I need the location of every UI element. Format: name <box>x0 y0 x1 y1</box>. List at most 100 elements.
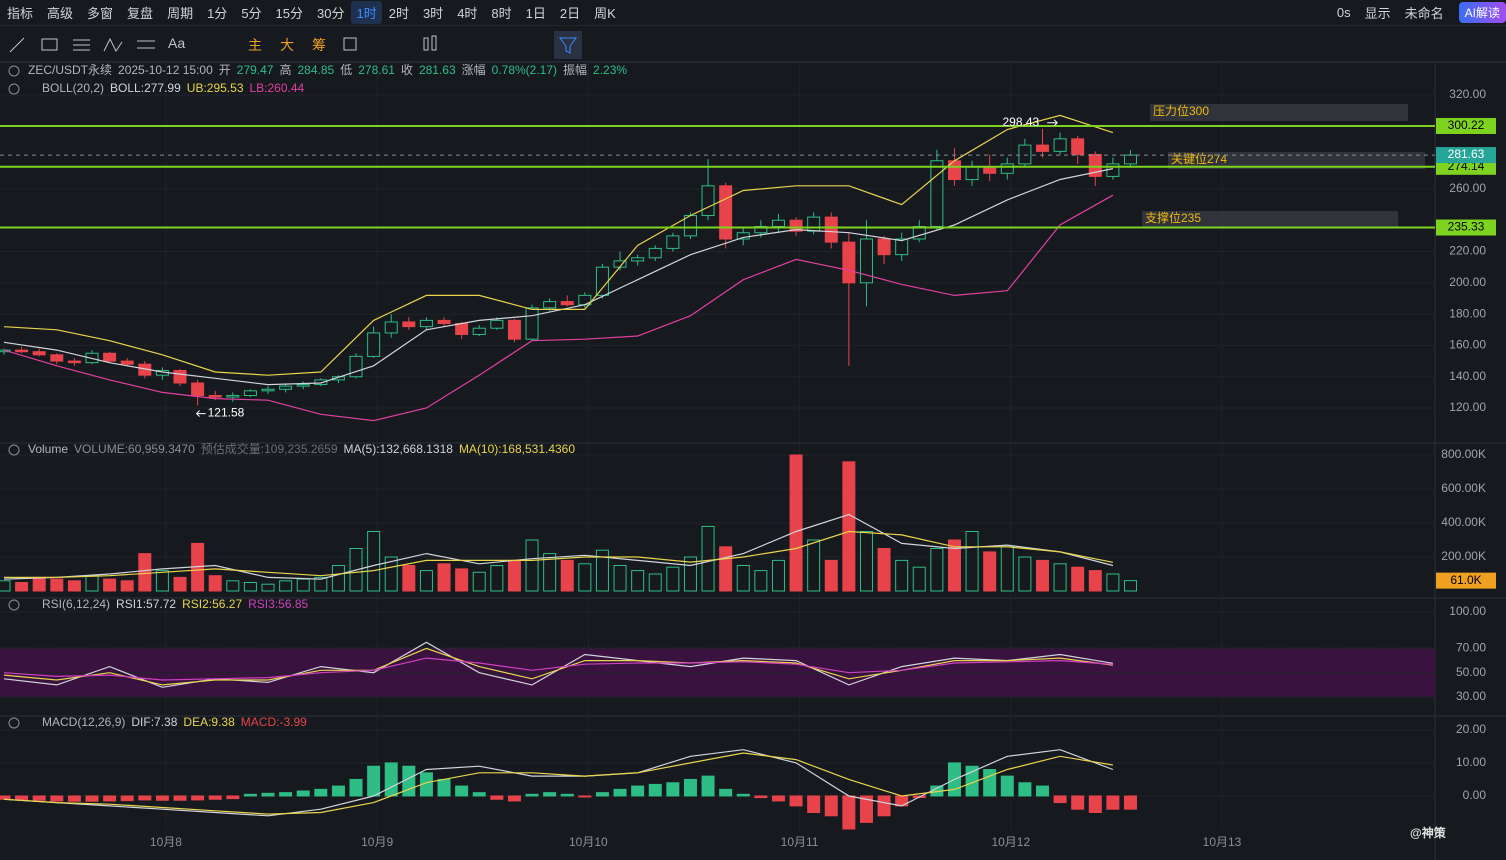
line <box>3 513 1114 580</box>
period-button[interactable]: 8时 <box>491 6 512 21</box>
bar <box>560 793 574 797</box>
toolbar-button[interactable]: 多窗 <box>87 6 114 21</box>
x-tick-label: 10月9 <box>361 835 393 849</box>
y-tick-label: 220.00 <box>1449 244 1486 258</box>
bar <box>947 539 961 592</box>
candle-body <box>983 166 997 174</box>
candle-body <box>1106 163 1120 177</box>
toolbar-button[interactable]: 复盘 <box>127 6 154 21</box>
bar <box>1000 546 1014 592</box>
toolbar-button[interactable]: 显示 <box>1364 6 1391 21</box>
period-button[interactable]: 2日 <box>559 6 581 21</box>
candle-body <box>32 351 46 356</box>
bar <box>1106 795 1120 810</box>
bar <box>543 792 557 797</box>
bar <box>261 792 275 797</box>
legend-text: Volume <box>28 442 68 456</box>
bar <box>754 795 768 799</box>
bar <box>595 792 609 797</box>
period-button[interactable]: 1分 <box>207 6 228 21</box>
candle-body <box>243 390 257 397</box>
bar <box>1053 795 1067 804</box>
toolbar-button[interactable]: 未命名 <box>1404 6 1444 21</box>
line <box>3 114 1114 376</box>
candle-body <box>525 307 539 340</box>
candle-body <box>754 225 768 234</box>
period-button[interactable]: 1时 <box>351 1 382 24</box>
bar <box>261 583 275 592</box>
tool-button[interactable]: Aa <box>168 35 186 51</box>
y-tick-label: 400.00K <box>1441 515 1486 529</box>
candle-body <box>1123 154 1137 165</box>
line <box>3 752 1113 815</box>
period-button[interactable]: 周K <box>594 6 616 21</box>
bar <box>50 795 64 802</box>
bar <box>472 571 486 592</box>
period-button[interactable]: 2时 <box>388 6 409 21</box>
bar <box>648 573 662 592</box>
period-button[interactable]: 5分 <box>241 6 262 21</box>
bar <box>877 547 891 592</box>
y-tick-label: 800.00K <box>1441 447 1486 461</box>
candle-body <box>349 355 363 378</box>
toolbar-button[interactable]: 0s <box>1336 5 1351 20</box>
bar <box>173 795 187 801</box>
bar <box>807 539 821 592</box>
tool-icons <box>9 37 155 53</box>
annotation-arrow <box>195 410 206 417</box>
candle-body <box>1035 144 1049 152</box>
period-button[interactable]: 3时 <box>422 6 444 21</box>
toolbar-button[interactable]: 指标 <box>7 6 34 21</box>
bar <box>419 570 433 592</box>
bar <box>67 580 81 592</box>
candle-body <box>736 232 750 240</box>
tool-button[interactable]: 筹 <box>312 37 326 53</box>
bar <box>50 578 64 592</box>
period-button[interactable]: 4时 <box>457 6 478 21</box>
candle-body <box>103 352 117 362</box>
tool-icons-2 <box>343 31 582 59</box>
period-button[interactable]: 1日 <box>525 6 546 21</box>
legend-text: RSI2:56.27 <box>182 597 242 611</box>
candle-body <box>789 219 803 232</box>
legend-text: RSI1:57.72 <box>116 597 176 611</box>
bar <box>719 546 733 592</box>
bar <box>0 580 11 592</box>
bar <box>296 578 310 592</box>
y-tick-label: 320.00 <box>1449 87 1486 101</box>
annotation: 298.43 <box>1002 115 1039 129</box>
bar <box>1071 566 1085 592</box>
annotation: 121.58 <box>208 406 245 420</box>
tool-button[interactable]: 主 <box>248 37 262 53</box>
y-tick-label: 100.00 <box>1449 604 1486 618</box>
candle-body <box>173 369 187 384</box>
bar <box>314 788 328 797</box>
bar <box>331 785 345 797</box>
bar <box>807 795 821 813</box>
candle-body <box>1088 153 1102 177</box>
bar <box>243 581 257 592</box>
candle-body <box>367 332 381 357</box>
period-button[interactable]: 30分 <box>317 6 345 21</box>
candle-body <box>560 301 574 306</box>
tool-button[interactable]: 大 <box>280 37 294 53</box>
bar <box>279 580 293 592</box>
y-tick-label: 180.00 <box>1449 306 1486 320</box>
legend-text: 涨幅 <box>462 62 486 77</box>
toolbar-button[interactable]: 高级 <box>47 6 74 21</box>
candle-body <box>455 323 469 335</box>
candle-body <box>543 301 557 309</box>
zone-box <box>1168 152 1425 169</box>
y-tick-label: 10.00 <box>1456 755 1486 769</box>
period-button[interactable]: 15分 <box>275 6 304 21</box>
candle-body <box>279 385 293 390</box>
zone-label: 压力位300 <box>1153 103 1209 118</box>
toolbar-button[interactable]: 周期 <box>167 6 194 21</box>
bar <box>595 549 609 592</box>
legend-text: BOLL(20,2) <box>42 81 104 95</box>
ai-button[interactable]: AI解读 <box>1458 2 1506 23</box>
legend-text: MACD:-3.99 <box>241 715 307 729</box>
bar <box>331 564 345 592</box>
legend-text: 2025-10-12 15:00 <box>118 63 213 77</box>
